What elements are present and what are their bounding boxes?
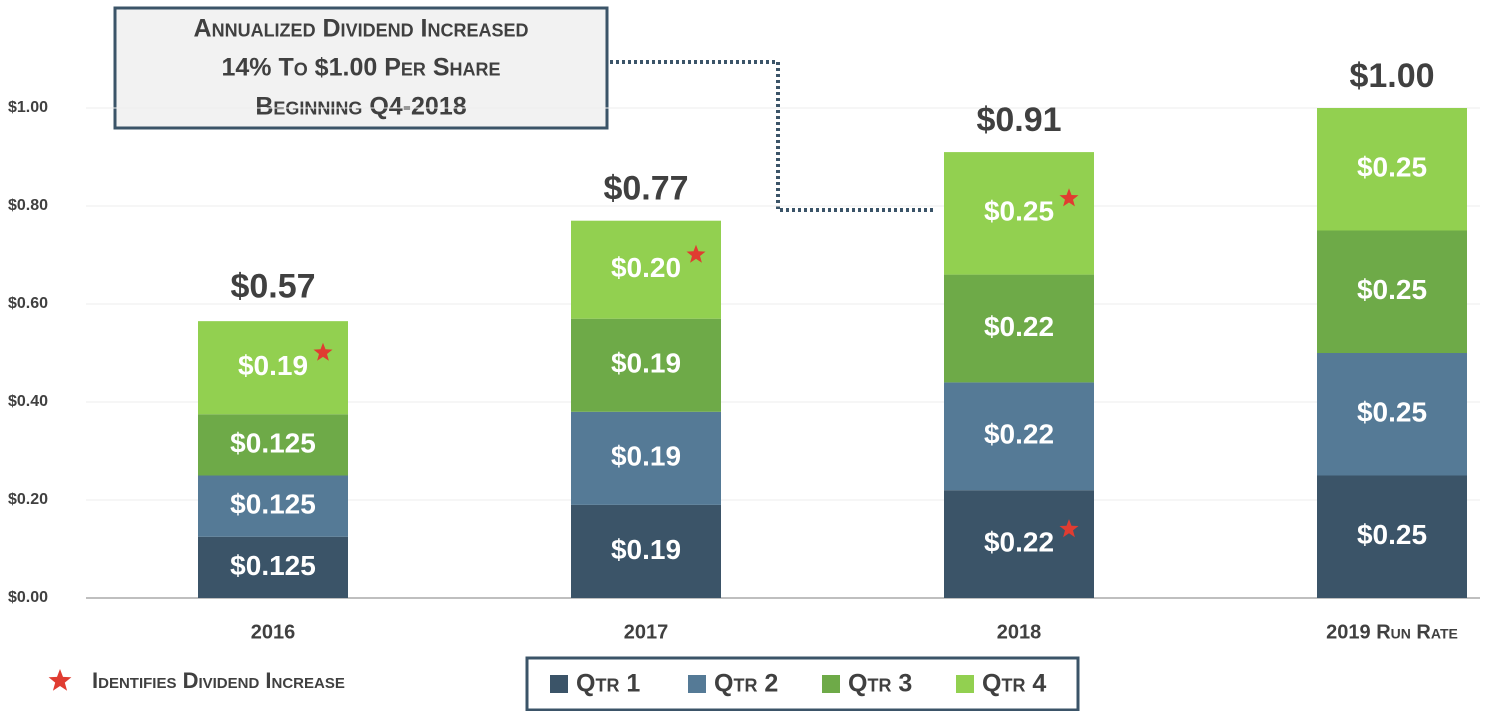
value-label: $0.19 [611, 348, 681, 379]
increase-star [686, 244, 706, 263]
bar-segment [198, 321, 348, 415]
y-tick-label: $0.60 [8, 295, 48, 312]
value-label: $0.19 [611, 534, 681, 565]
bar-segment [198, 475, 348, 537]
value-label: $0.22 [984, 311, 1054, 342]
bar-segment [1317, 353, 1467, 476]
bar-segment [571, 411, 721, 505]
legend-label: Qtr 1 [576, 670, 640, 698]
value-label: $0.25 [984, 196, 1054, 227]
value-label: $0.125 [230, 489, 316, 520]
annotation-line: 14% To $1.00 Per Share [221, 54, 500, 82]
bar-segment [944, 274, 1094, 383]
legend-swatch [956, 675, 974, 693]
annotation-connector [610, 60, 935, 212]
bar-segment [571, 220, 721, 319]
x-tick-label: 2019 Run Rate [1326, 621, 1458, 643]
total-label: $0.57 [230, 268, 315, 306]
bar-segment [1317, 475, 1467, 598]
annotation-line: Beginning Q4-2018 [255, 93, 466, 121]
legend-label: Qtr 3 [848, 670, 912, 698]
x-tick-label: 2018 [997, 621, 1042, 643]
x-tick-label: 2016 [251, 621, 296, 643]
total-label: $0.91 [976, 101, 1061, 139]
bar-segment [944, 382, 1094, 491]
y-tick-label: $0.20 [8, 491, 48, 508]
value-label: $0.125 [230, 550, 316, 581]
total-label: $1.00 [1349, 57, 1434, 95]
legend-box [525, 656, 1080, 711]
value-label: $0.19 [611, 441, 681, 472]
legend-label: Qtr 2 [714, 670, 778, 698]
y-tick-label: $1.00 [8, 99, 48, 116]
bar-segment [944, 490, 1094, 598]
bar-segment [1317, 230, 1467, 353]
value-label: $0.25 [1357, 397, 1427, 428]
value-label: $0.125 [230, 427, 316, 458]
value-label: $0.25 [1357, 274, 1427, 305]
bar-segment [571, 504, 721, 598]
value-label: $0.25 [1357, 519, 1427, 550]
legend-swatch [688, 675, 706, 693]
note-star [48, 669, 72, 691]
legend-label: Qtr 4 [982, 670, 1046, 698]
bar-segment [944, 152, 1094, 275]
value-label: $0.19 [238, 350, 308, 381]
value-label: $0.22 [984, 526, 1054, 557]
annotation-line: Annualized Dividend Increased [194, 15, 529, 43]
bar-segment [198, 414, 348, 476]
bar-segment [198, 536, 348, 598]
x-tick-label: 2017 [624, 621, 669, 643]
increase-star [1059, 188, 1079, 207]
bar-segment [1317, 108, 1467, 231]
value-label: $0.20 [611, 252, 681, 283]
increase-star [1059, 519, 1079, 538]
legend-swatch [822, 675, 840, 693]
y-tick-label: $0.00 [8, 589, 48, 606]
increase-note: Identifies Dividend Increase [92, 668, 345, 693]
value-label: $0.25 [1357, 152, 1427, 183]
value-label: $0.22 [984, 419, 1054, 450]
total-label: $0.77 [603, 170, 688, 208]
y-tick-label: $0.40 [8, 393, 48, 410]
increase-star [313, 342, 333, 361]
bar-segment [571, 318, 721, 412]
legend-swatch [550, 675, 568, 693]
y-tick-label: $0.80 [8, 197, 48, 214]
